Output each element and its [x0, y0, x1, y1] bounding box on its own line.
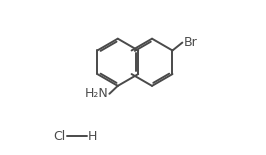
Text: H: H: [88, 130, 97, 143]
Text: Br: Br: [184, 36, 197, 49]
Text: Cl: Cl: [53, 130, 65, 143]
Text: H₂N: H₂N: [84, 87, 108, 100]
